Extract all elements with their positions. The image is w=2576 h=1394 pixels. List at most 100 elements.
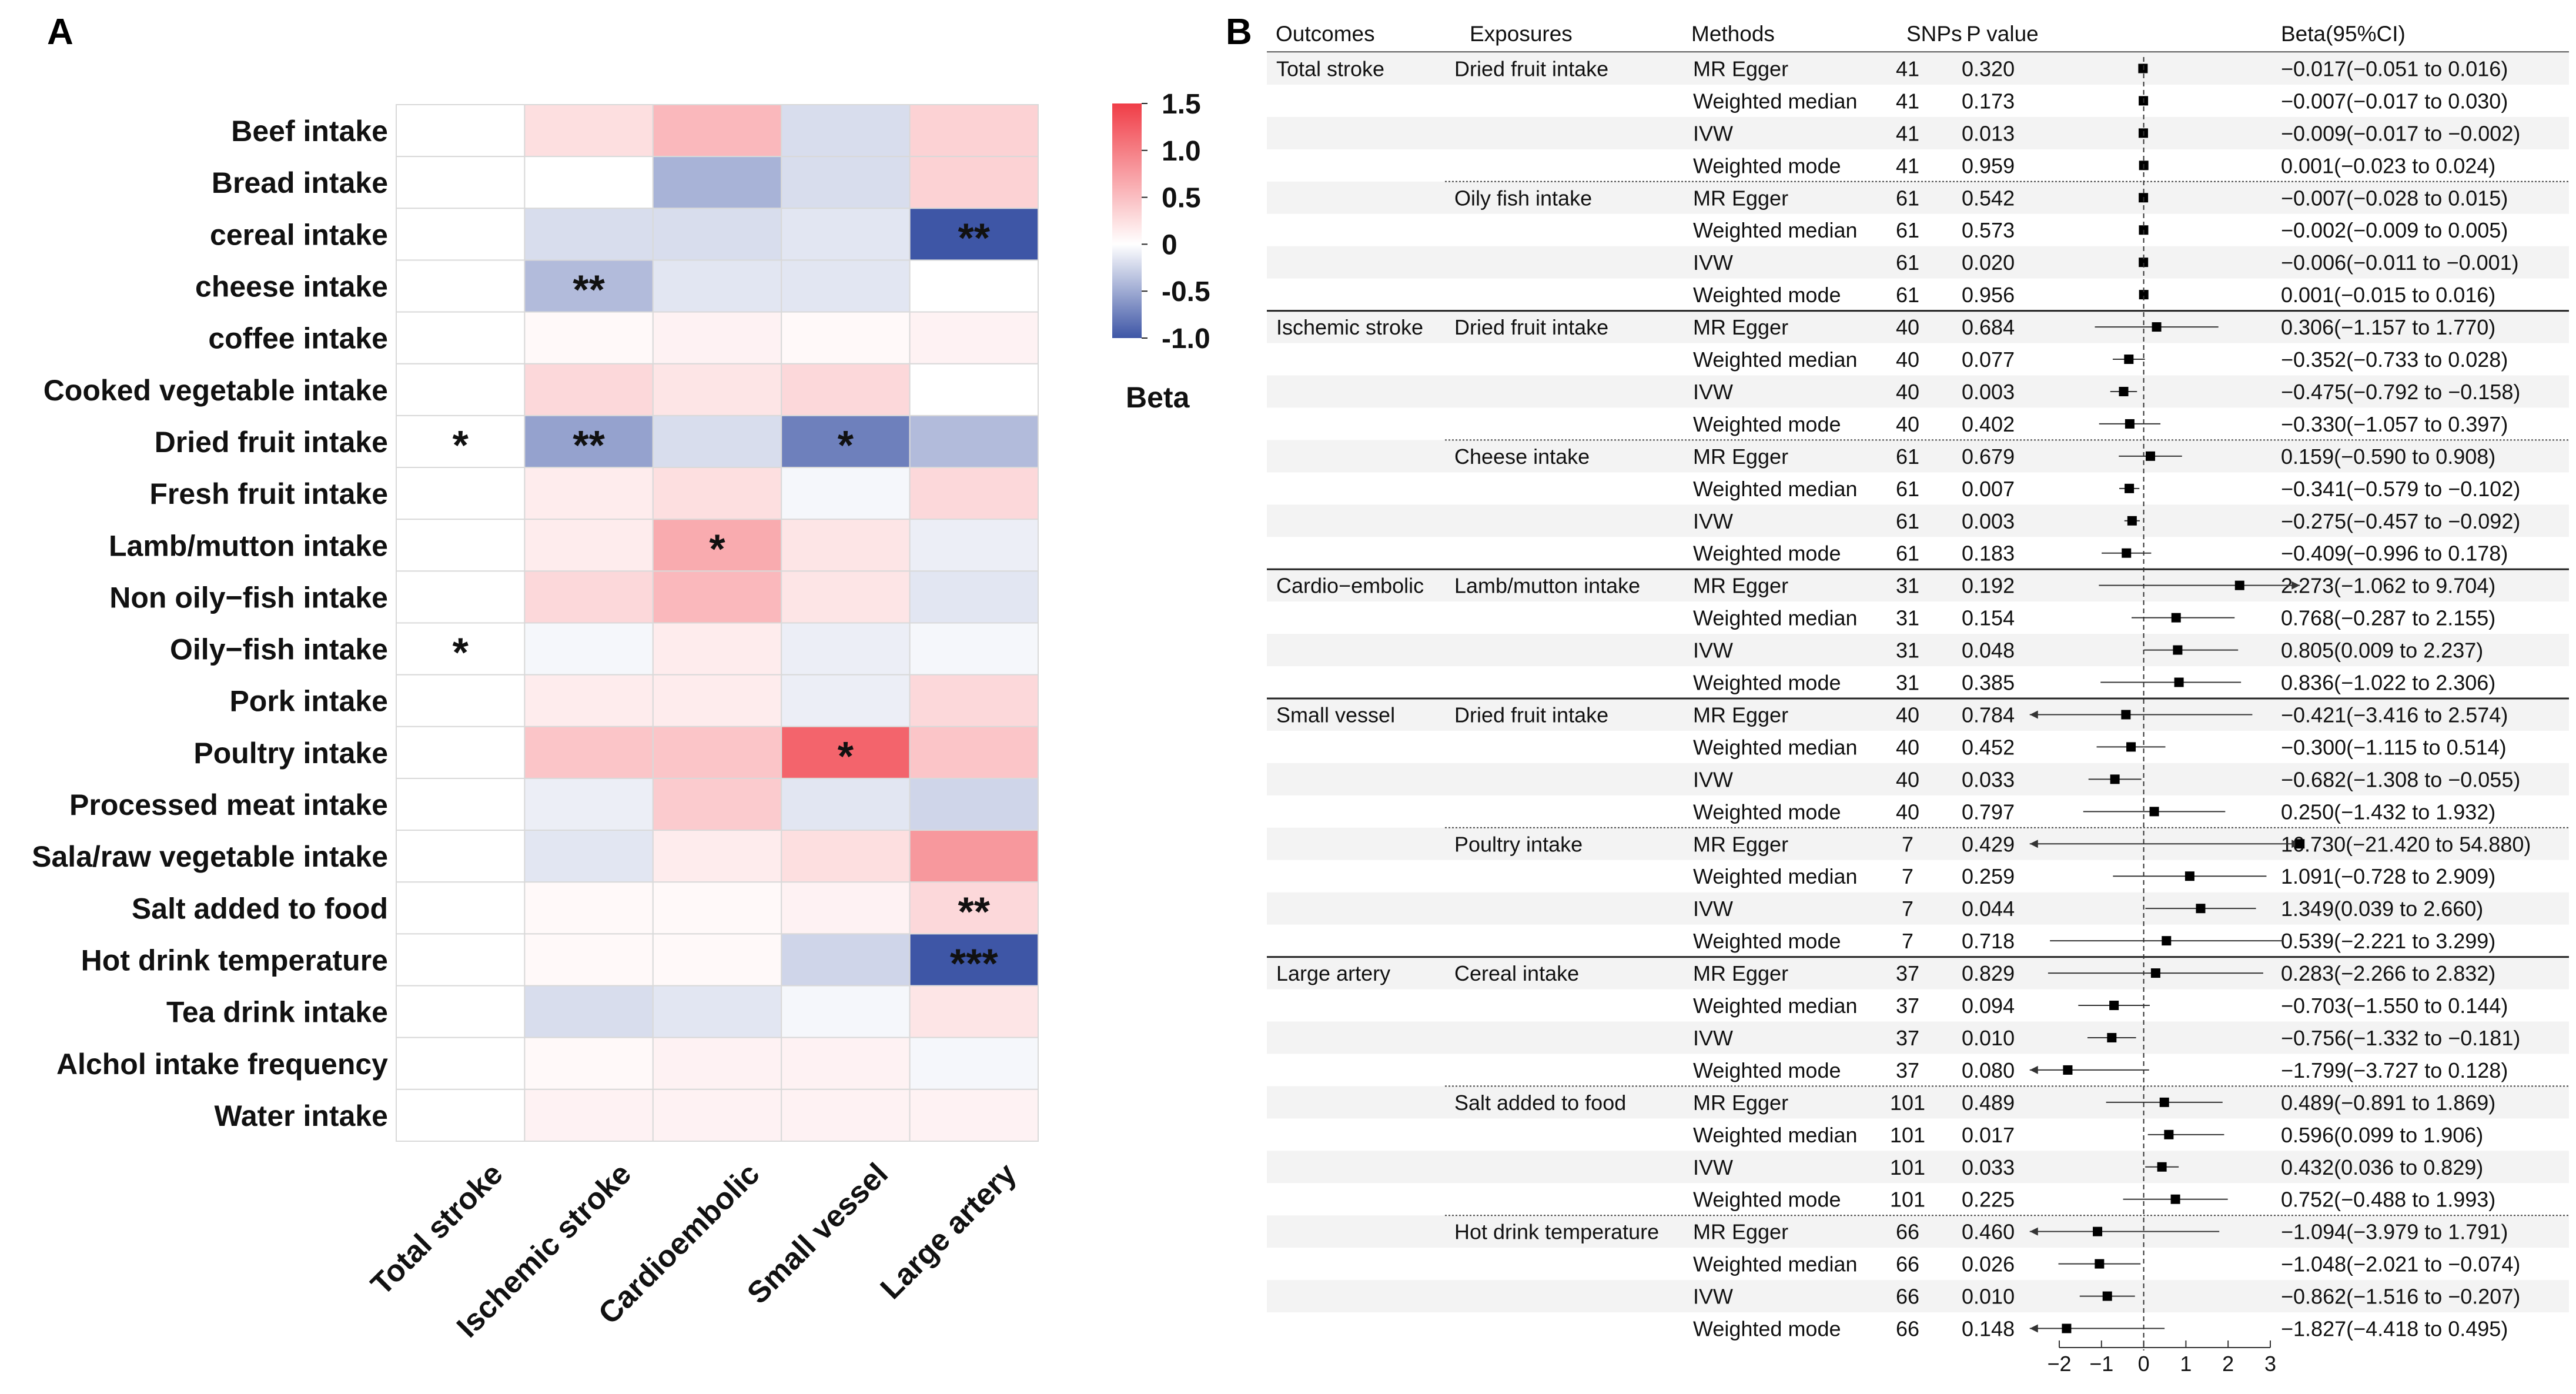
row-shade [1267,892,2569,925]
row-label: coffee intake [208,322,388,355]
beta-ci: −1.799(−3.727 to 0.128) [2281,1058,2508,1082]
snp-count: 37 [1896,961,1919,985]
beta-ci: 0.250(−1.432 to 1.932) [2281,800,2495,824]
beta-ci: 0.001(−0.015 to 0.016) [2281,283,2495,307]
row-shade [1267,1086,2569,1119]
exposure-label: Dried fruit intake [1454,56,1608,81]
heatmap-cell [909,985,1039,1038]
point-estimate [2173,645,2183,655]
snp-count: 7 [1902,832,1913,856]
snp-count: 31 [1896,639,1919,663]
p-value: 0.684 [1962,315,2015,339]
row-shade [1267,763,2569,795]
row-shade [1267,246,2569,279]
row-label: Pork intake [229,685,388,718]
heatmap-cell [652,104,782,158]
p-value: 0.033 [1962,767,2015,791]
p-value: 0.679 [1962,444,2015,469]
forest-plot: −2 −1 0 1 2 3 [2029,57,2305,1376]
heatmap-cell [909,622,1039,676]
point-estimate [2174,677,2184,687]
heatmap-cell [909,570,1039,624]
point-estimate [2095,1259,2105,1269]
x-axis-tick-label: −2 [2047,1352,2071,1376]
significance-marker: *** [950,940,998,986]
beta-ci: 0.836(−1.022 to 2.306) [2281,671,2495,695]
method-label: MR Egger [1693,574,1788,598]
heatmap-cell [652,1088,782,1142]
heatmap-cell [524,363,654,416]
method-label: Weighted median [1693,89,1858,113]
p-value: 0.385 [1962,671,2015,695]
row-label: Cooked vegetable intake [44,374,388,407]
column-header: SNPs [1906,22,1962,46]
snp-count: 7 [1902,929,1913,953]
method-label: MR Egger [1693,315,1788,339]
snp-count: 40 [1896,767,1919,791]
beta-ci: −0.009(−0.017 to −0.002) [2281,121,2520,145]
method-label: IVW [1693,1155,1733,1179]
p-value: 0.429 [1962,832,2015,856]
significance-marker: * [453,422,469,468]
point-estimate [2122,548,2132,558]
heatmap-cell [909,311,1039,365]
method-label: IVW [1693,1285,1733,1309]
legend-tick-label: 1.5 [1162,89,1201,120]
heatmap-cell [396,519,526,572]
heatmap-cell [781,1037,911,1090]
point-estimate [2152,322,2162,332]
heatmap-cell [781,208,911,261]
heatmap-cell [652,570,782,624]
p-value: 0.044 [1962,897,2015,921]
method-label: IVW [1693,1026,1733,1050]
method-label: MR Egger [1693,832,1788,856]
heatmap-cell [524,830,654,883]
heatmap-cell [396,467,526,520]
legend-tick-label: -1.0 [1162,323,1210,355]
snp-count: 41 [1896,56,1919,81]
row-label: Tea drink intake [166,996,388,1029]
p-value: 0.183 [1962,541,2015,566]
heatmap-cell [909,259,1039,313]
row-label: Oily−fish intake [170,633,388,666]
beta-ci: −0.275(−0.457 to −0.092) [2281,509,2520,533]
snp-count: 40 [1896,347,1919,372]
p-value: 0.026 [1962,1252,2015,1276]
legend-tick-label: 0.5 [1162,183,1201,214]
heatmap-cell [396,777,526,831]
row-shade [1267,1280,2569,1313]
heatmap-cell [909,414,1039,469]
beta-ci: −0.330(−1.057 to 0.397) [2281,412,2508,436]
point-estimate [2139,258,2149,268]
snp-count: 66 [1896,1252,1919,1276]
heatmap-cell [524,519,654,572]
snp-count: 61 [1896,250,1919,275]
outcome-label: Small vessel [1276,703,1395,727]
point-estimate [2149,807,2159,817]
p-value: 0.489 [1962,1091,2015,1115]
heatmap-cell [781,467,911,520]
heatmap-cell [524,622,654,676]
point-estimate [2102,1291,2112,1301]
heatmap-cell [652,156,782,209]
point-estimate [2164,1129,2174,1139]
beta-ci: 16.730(−21.420 to 54.880) [2281,832,2531,856]
point-estimate [2295,839,2305,849]
heatmap-cell [909,104,1039,158]
legend-bar [1112,103,1142,338]
heatmap-cell [909,933,1039,987]
row-shade [1267,1021,2569,1054]
heatmap-cell [396,208,526,261]
heatmap-cell [396,414,526,469]
row-label: Non oily−fish intake [109,581,388,614]
heatmap-cell [652,259,782,313]
row-shade [1267,116,2569,149]
beta-ci: −1.048(−2.021 to −0.074) [2281,1252,2520,1276]
method-label: Weighted mode [1693,671,1841,695]
color-legend: 1.5 1.0 0.5 0 -0.5 -1.0 Beta [1112,89,1210,414]
beta-ci: −0.352(−0.733 to 0.028) [2281,347,2508,372]
heatmap-cell [781,259,911,313]
heatmap-cell [524,414,654,469]
heatmap-cell [524,777,654,831]
beta-ci: −0.341(−0.579 to −0.102) [2281,477,2520,501]
